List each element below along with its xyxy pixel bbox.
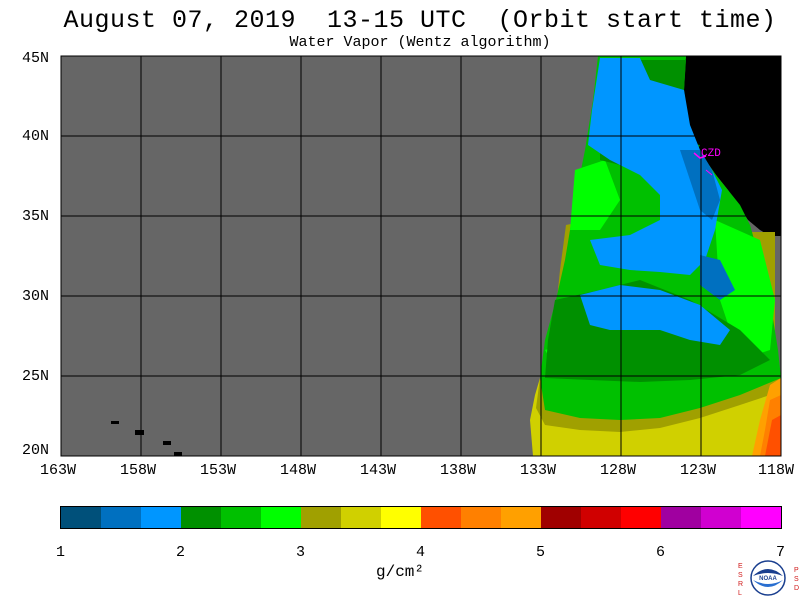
colorbar-swatch-5 xyxy=(261,507,301,528)
lon-label-148w: 148W xyxy=(280,462,317,479)
colorbar xyxy=(60,506,782,529)
colorbar-tick-1: 1 xyxy=(56,544,66,561)
lon-label-133w: 133W xyxy=(520,462,557,479)
lon-label-138w: 138W xyxy=(440,462,477,479)
colorbar-swatch-6 xyxy=(301,507,341,528)
colorbar-swatch-13 xyxy=(581,507,621,528)
colorbar-swatch-15 xyxy=(661,507,701,528)
colorbar-unit-label: g/cm² xyxy=(375,563,424,581)
colorbar-swatch-11 xyxy=(501,507,541,528)
island xyxy=(111,421,119,424)
colorbar-tick-6: 6 xyxy=(656,544,666,561)
lon-label-128w: 128W xyxy=(600,462,637,479)
colorbar-tick-2: 2 xyxy=(176,544,186,561)
land-area xyxy=(684,56,781,236)
colorbar-swatch-14 xyxy=(621,507,661,528)
lon-label-163w: 163W xyxy=(40,462,77,479)
lat-label-20n: 20N xyxy=(22,442,50,459)
colorbar-swatch-10 xyxy=(461,507,501,528)
colorbar-swatch-16 xyxy=(701,507,741,528)
colorbar-swatch-2 xyxy=(141,507,181,528)
svg-text:E: E xyxy=(738,563,743,570)
colorbar-tick-3: 3 xyxy=(296,544,306,561)
svg-text:NOAA: NOAA xyxy=(759,576,777,582)
colorbar-swatch-1 xyxy=(101,507,141,528)
island xyxy=(135,430,144,435)
lon-label-118w: 118W xyxy=(758,462,795,479)
svg-text:P: P xyxy=(794,567,799,574)
colorbar-swatch-4 xyxy=(221,507,261,528)
station-label: CZD xyxy=(701,148,721,160)
lat-label-35n: 35N xyxy=(22,208,50,225)
svg-text:R: R xyxy=(738,581,743,588)
colorbar-swatch-8 xyxy=(381,507,421,528)
island xyxy=(174,452,182,456)
svg-text:S: S xyxy=(738,572,743,579)
colorbar-tick-7: 7 xyxy=(776,544,786,561)
colorbar-tick-4: 4 xyxy=(416,544,426,561)
map-subtitle: Water Vapor (Wentz algorithm) xyxy=(289,34,551,51)
island xyxy=(163,441,171,445)
station-marker-icon xyxy=(693,152,707,159)
svg-text:S: S xyxy=(794,576,799,583)
colorbar-swatch-9 xyxy=(421,507,461,528)
lat-label-40n: 40N xyxy=(22,128,50,145)
lon-label-153w: 153W xyxy=(200,462,237,479)
lon-label-158w: 158W xyxy=(120,462,157,479)
svg-text:L: L xyxy=(738,590,742,597)
map-title: August 07, 2019 13-15 UTC (Orbit start t… xyxy=(63,6,777,35)
lon-label-143w: 143W xyxy=(360,462,397,479)
colorbar-swatch-3 xyxy=(181,507,221,528)
lat-label-45n: 45N xyxy=(22,50,50,67)
colorbar-swatch-17 xyxy=(741,507,781,528)
colorbar-swatch-7 xyxy=(341,507,381,528)
gridlines xyxy=(61,56,781,456)
map-frame xyxy=(60,55,782,457)
lon-label-123w: 123W xyxy=(680,462,717,479)
colorbar-tick-5: 5 xyxy=(536,544,546,561)
lat-label-25n: 25N xyxy=(22,368,50,385)
lat-label-30n: 30N xyxy=(22,288,50,305)
colorbar-swatch-0 xyxy=(61,507,101,528)
svg-text:D: D xyxy=(794,585,799,592)
colorbar-swatch-12 xyxy=(541,507,581,528)
